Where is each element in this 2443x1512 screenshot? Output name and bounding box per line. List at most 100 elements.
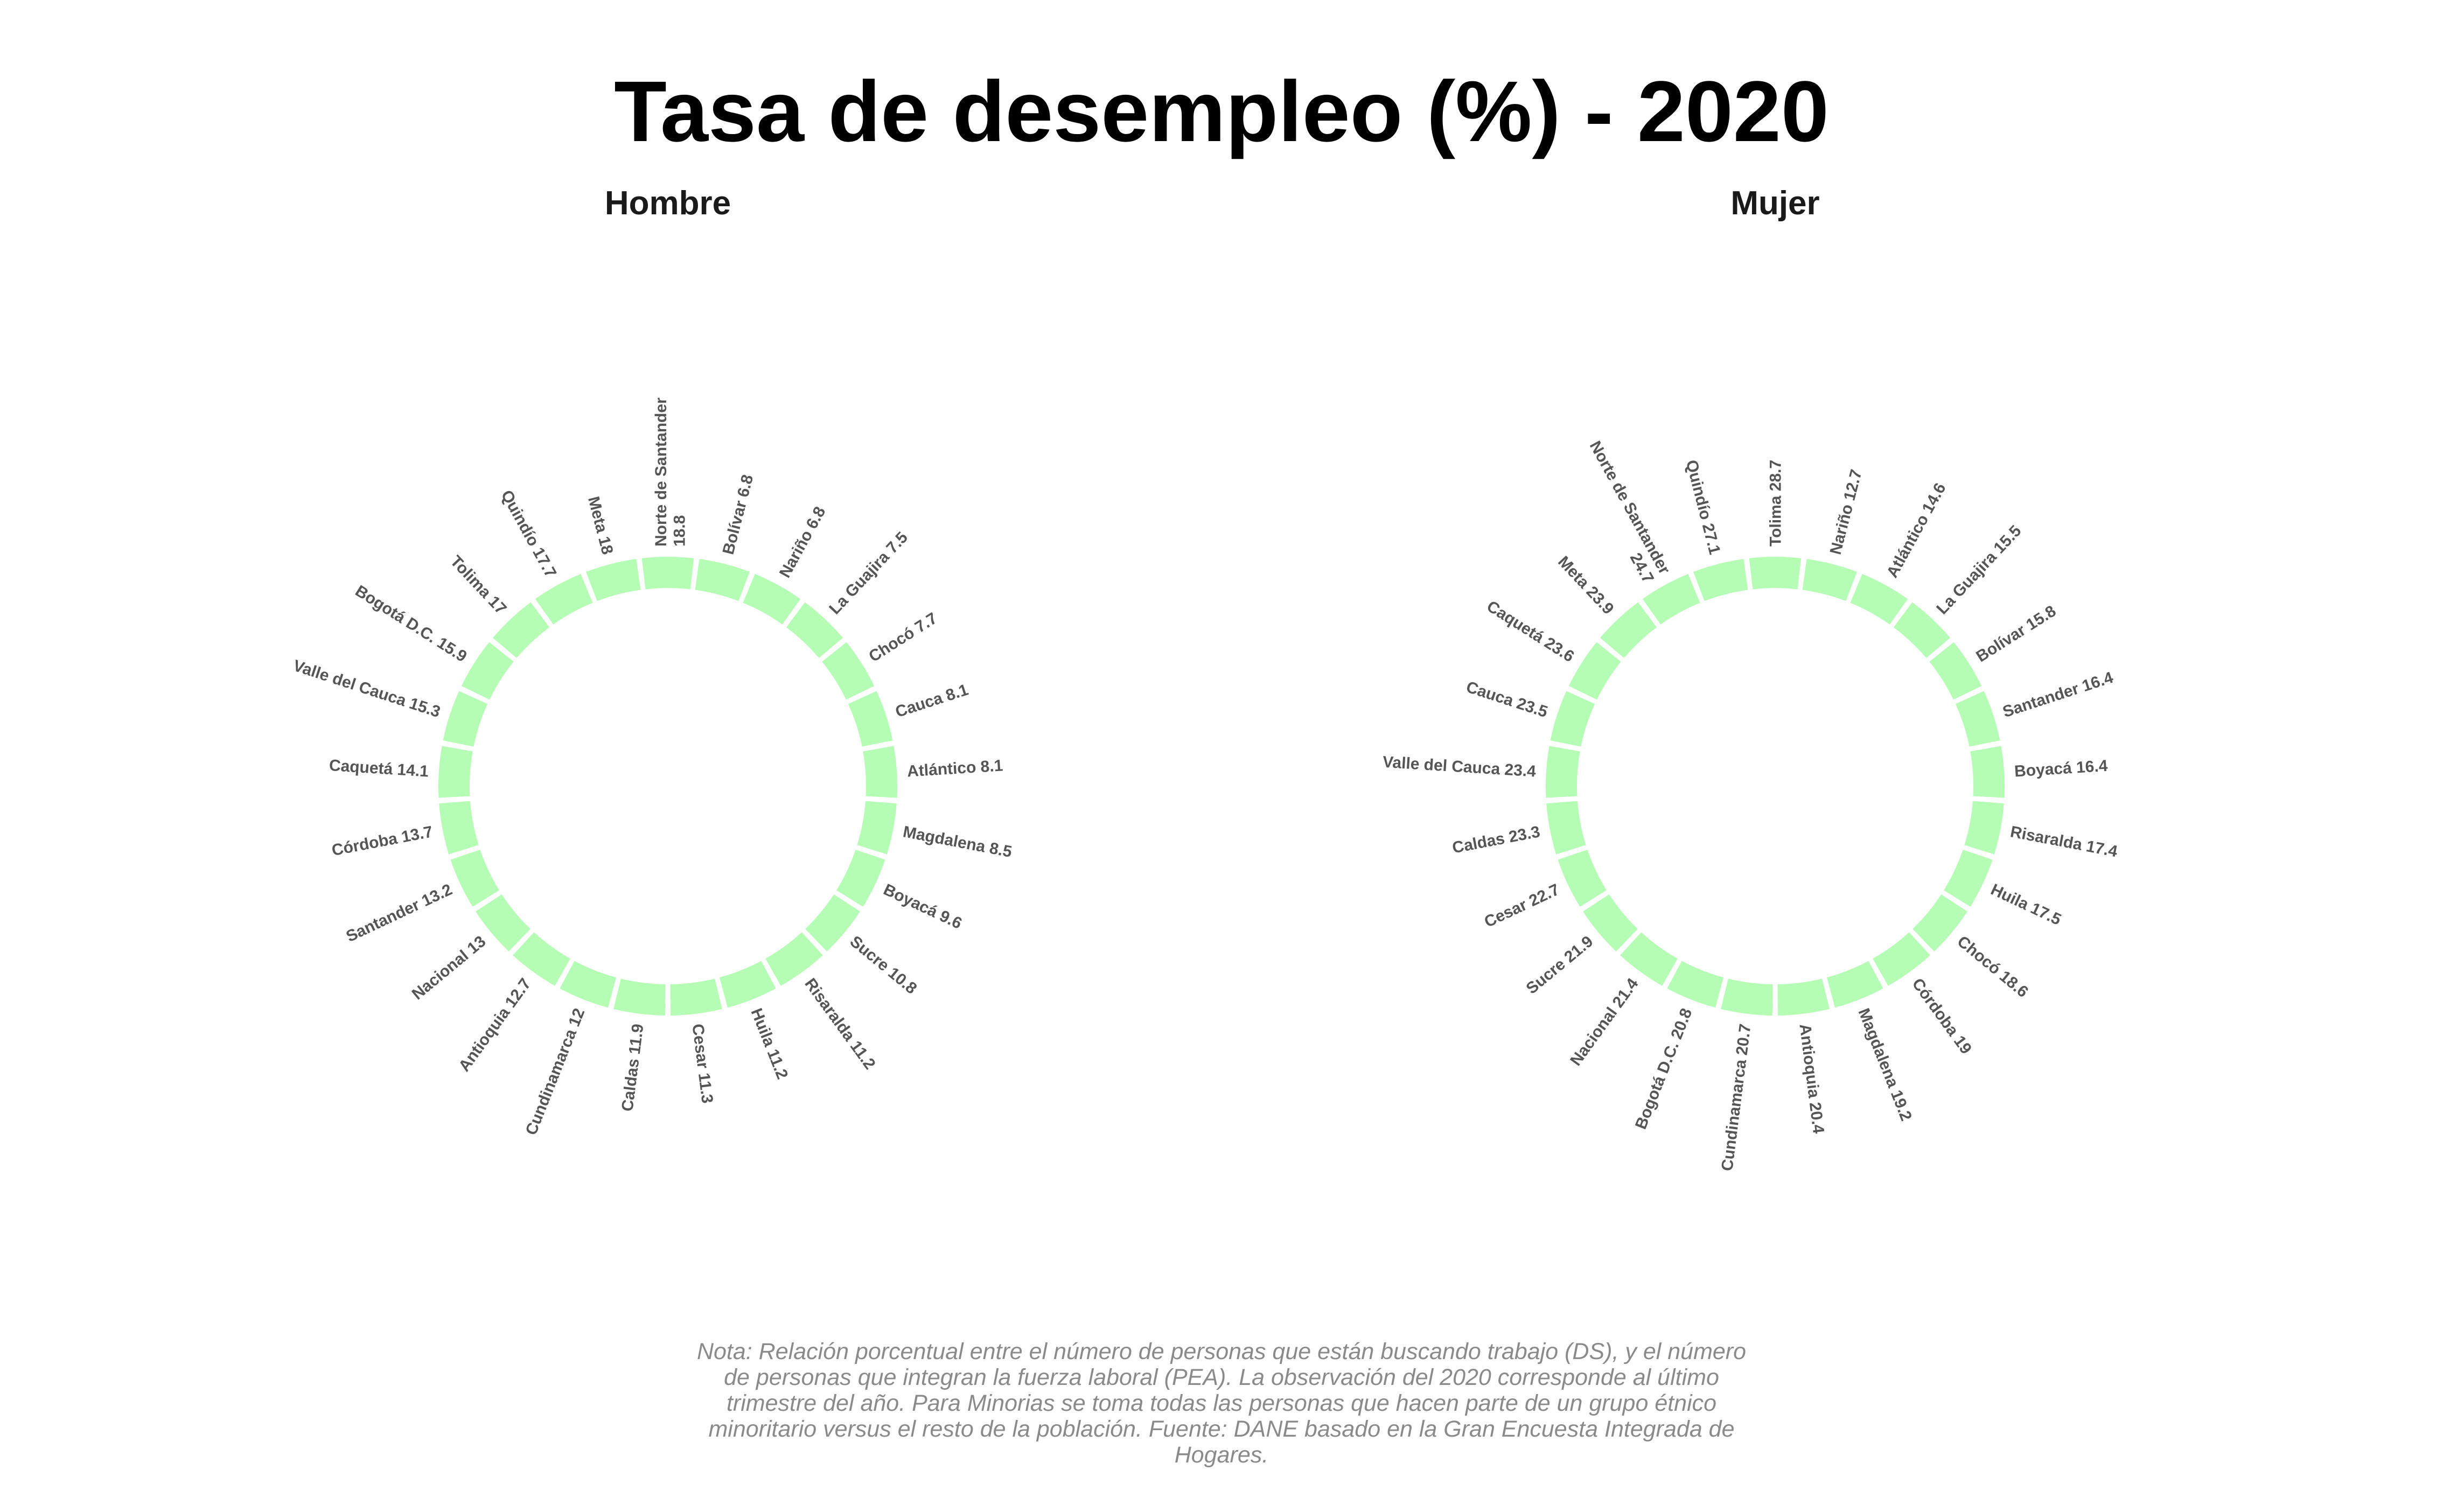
label-cundinamarca: Cundinamarca 12 <box>522 1006 589 1138</box>
panel-hombre: Norte de Santander18.8 Bolívar 6.8 Nariño … <box>291 397 1013 1138</box>
bar-tolima <box>1749 557 1802 590</box>
label-boyaca: Boyacá 16.4 <box>2014 757 2108 781</box>
label-cesar: Cesar 22.7 <box>1482 880 1562 931</box>
label-meta: Meta 23.9 <box>1554 553 1617 618</box>
bar-magdalena <box>857 801 897 855</box>
label-cundinamarca: Cundinamarca 20.7 <box>1718 1023 1754 1172</box>
label-choco: Chocó 18.6 <box>1954 933 2032 1001</box>
bar-santander <box>450 849 499 907</box>
label-bogota-d-c: Bogotá D.C. 20.8 <box>1632 1006 1695 1132</box>
bar-quindio <box>535 573 593 625</box>
bar-cesar <box>670 978 722 1016</box>
bar-caqueta <box>438 746 473 798</box>
bar-caqueta <box>1568 642 1621 700</box>
label-valle-del-cauca: Valle del Cauca 15.3 <box>291 657 442 722</box>
bar-bogota-d-c <box>461 642 514 700</box>
label-narino: Nariño 6.8 <box>776 503 829 580</box>
bar-norte-de-santander <box>1642 573 1700 625</box>
footnote-line-3: trimestre del año. Para Minorias se toma… <box>727 1390 1716 1416</box>
bar-bogota-d-c <box>1667 961 1724 1008</box>
bar-antioquia <box>513 932 570 986</box>
label-magdalena: Magdalena 8.5 <box>902 823 1014 861</box>
bar-bolivar <box>1929 642 1982 700</box>
bar-atlantico <box>1850 573 1908 625</box>
label-caqueta: Caquetá 23.6 <box>1484 597 1578 666</box>
label-norte-de-santander: Norte de Santander18.8 <box>652 397 689 547</box>
label-antioquia: Antioquia 12.7 <box>455 975 534 1075</box>
label-huila: Huila 11.2 <box>748 1006 792 1082</box>
bar-boyaca <box>1970 746 2005 798</box>
bar-huila <box>719 961 776 1008</box>
label-la-guajira: La Guajira 15.5 <box>1933 522 2025 618</box>
bar-boyaca <box>836 849 885 907</box>
label-nacional: Nacional 21.4 <box>1567 975 1642 1069</box>
bar-sucre <box>1583 894 1638 951</box>
label-cesar: Cesar 11.3 <box>688 1023 716 1104</box>
label-caqueta: Caquetá 14.1 <box>329 757 429 781</box>
chart-title: Tasa de desempleo (%) - 2020 <box>614 63 1829 159</box>
bar-caldas <box>1546 801 1586 855</box>
bar-la-guajira <box>1893 602 1950 658</box>
label-caldas: Caldas 11.9 <box>618 1023 647 1112</box>
label-choco: Chocó 7.7 <box>865 610 940 666</box>
footnote-line-5: Hogares. <box>1175 1442 1268 1468</box>
label-tolima: Tolima 28.7 <box>1767 460 1785 547</box>
label-magdalena: Magdalena 19.2 <box>1855 1006 1915 1123</box>
label-huila: Huila 17.5 <box>1988 880 2064 929</box>
panel-mujer: Tolima 28.7 Nariño 12.7 Atlántico 14.6La G… <box>1382 438 2119 1172</box>
bar-magdalena <box>1826 961 1883 1008</box>
bar-choco <box>1912 894 1967 951</box>
bar-cundinamarca <box>560 961 617 1008</box>
bar-nacional <box>1620 932 1678 986</box>
bar-cauca <box>848 691 893 747</box>
label-quindio: Quindío 27.1 <box>1683 458 1724 557</box>
bar-santander <box>1955 691 2000 747</box>
bar-cesar <box>1558 849 1607 907</box>
label-caldas: Caldas 23.3 <box>1451 823 1541 857</box>
bar-bolivar <box>695 559 750 601</box>
bar-antioquia <box>1777 978 1830 1016</box>
bar-caldas <box>613 978 666 1016</box>
label-santander: Santander 16.4 <box>2000 669 2115 721</box>
label-atlantico: Atlántico 8.1 <box>906 757 1003 780</box>
label-norte-de-santander: Norte de Santander24.7 <box>1570 438 1674 586</box>
label-meta: Meta 18 <box>584 495 616 557</box>
label-la-guajira: La Guajira 7.5 <box>826 529 911 618</box>
bar-atlantico <box>863 746 898 798</box>
label-bolivar: Bolívar 6.8 <box>720 473 757 556</box>
bar-la-guajira <box>786 602 843 658</box>
bar-huila <box>1944 849 1993 907</box>
bar-risaralda <box>1964 801 2004 855</box>
footnote-line-4: minoritario versus el resto de la poblac… <box>708 1416 1734 1442</box>
label-nacional: Nacional 13 <box>409 933 490 1004</box>
label-tolima: Tolima 17 <box>446 552 509 618</box>
label-sucre: Sucre 21.9 <box>1523 933 1597 998</box>
panel-title-mujer: Mujer <box>1730 185 1819 222</box>
label-cauca: Cauca 23.5 <box>1464 678 1549 721</box>
label-atlantico: Atlántico 14.6 <box>1883 480 1950 581</box>
bar-valle-del-cauca <box>443 691 488 747</box>
label-antioquia: Antioquia 20.4 <box>1796 1023 1827 1135</box>
bar-quindio <box>1693 559 1748 601</box>
bar-cordoba <box>439 801 479 855</box>
bar-narino <box>1802 559 1857 601</box>
footnote: Nota: Relación porcentual entre el númer… <box>697 1339 1746 1468</box>
label-risaralda: Risaralda 17.4 <box>2009 823 2119 860</box>
label-cordoba: Córdoba 13.7 <box>330 823 434 859</box>
label-santander: Santander 13.2 <box>344 880 455 946</box>
label-bolivar: Bolívar 15.8 <box>1973 602 2059 666</box>
footnote-line-2: de personas que integran la fuerza labor… <box>724 1364 1719 1390</box>
bar-choco <box>822 642 875 700</box>
bar-cordoba <box>1873 932 1930 986</box>
label-boyaca: Boyacá 9.6 <box>881 880 965 933</box>
bar-narino <box>743 573 801 625</box>
bar-valle-del-cauca <box>1546 746 1580 798</box>
label-valle-del-cauca: Valle del Cauca 23.4 <box>1382 753 1537 781</box>
bar-tolima <box>493 602 550 658</box>
bar-meta <box>1600 602 1657 658</box>
label-narino: Nariño 12.7 <box>1827 467 1866 556</box>
label-cauca: Cauca 8.1 <box>893 681 970 721</box>
label-cordoba: Córdoba 19 <box>1908 975 1975 1058</box>
footnote-line-1: Nota: Relación porcentual entre el númer… <box>697 1339 1746 1364</box>
